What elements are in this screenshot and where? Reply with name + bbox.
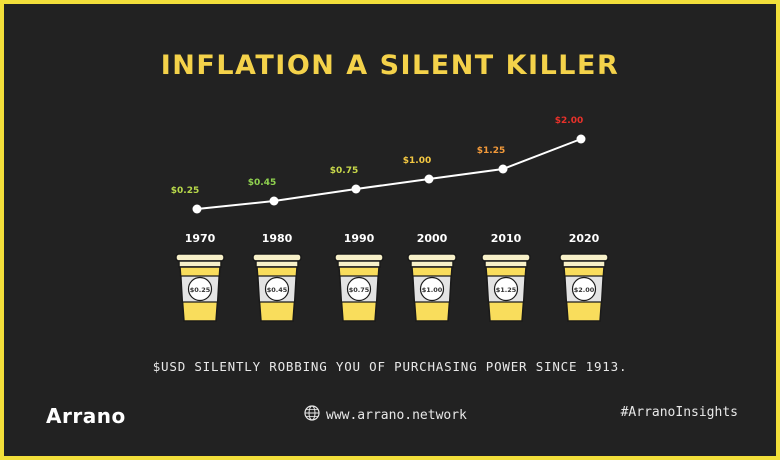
cup-lid [407,253,457,262]
coffee-cup-icon: $0.45 [252,253,302,322]
cup-price-label: $2.00 [574,286,595,294]
data-point [351,184,361,194]
brand-logo: Arrano [46,404,126,428]
data-label: $1.25 [477,146,505,156]
cup-lid [559,253,609,262]
cup-lid-rim [410,260,454,268]
data-point [576,134,586,144]
cup-lid-rim [562,260,606,268]
cup-price-badge [264,276,290,302]
cup-price-badge [493,276,519,302]
hashtag: #ArranoInsights [620,405,738,420]
series-line [196,138,582,210]
cup-lid [252,253,302,262]
data-label: $0.45 [248,178,276,188]
cup-price-label: $0.75 [349,286,370,294]
year-label: 2010 [491,232,522,245]
infographic-frame: INFLATION A SILENT KILLER $0.25 1970 $0.25… [4,4,776,456]
cup-price-badge [419,276,445,302]
website-text: www.arrano.network [326,407,467,423]
cup-price-badge [571,276,597,302]
data-point [192,204,202,214]
data-point [269,196,279,206]
data-label: $1.00 [403,156,431,166]
data-point [498,164,508,174]
coffee-cup-icon: $0.75 [334,253,384,322]
cup-lid-rim [255,260,299,268]
data-label: $2.00 [555,116,583,126]
cup-lid-rim [337,260,381,268]
year-label: 1980 [262,232,293,245]
year-label: 1970 [185,232,216,245]
cup-lid [334,253,384,262]
year-label: 2020 [569,232,600,245]
cup-lid [175,253,225,262]
data-label: $0.75 [330,166,358,176]
year-label: 1990 [344,232,375,245]
coffee-cup-icon: $0.25 [175,253,225,322]
subtitle: $USD SILENTLY ROBBING YOU OF PURCHASING … [152,359,628,374]
coffee-cup-icon: $1.00 [407,253,457,322]
cup-lid-rim [178,260,222,268]
cup-price-badge [187,276,213,302]
cup-lid-rim [484,260,528,268]
price-chart: $0.25 1970 $0.25 $0.45 1980 $0.45 $0.75 1990 $0.… [171,116,609,322]
cup-price-label: $1.00 [422,286,443,294]
website-link[interactable]: www.arrano.network [304,405,467,425]
globe-icon [304,405,320,425]
cup-price-label: $0.25 [190,286,211,294]
year-label: 2000 [417,232,448,245]
data-point [424,174,434,184]
coffee-cup-icon: $1.25 [481,253,531,322]
page-title: INFLATION A SILENT KILLER [160,50,620,81]
cup-price-label: $1.25 [496,286,517,294]
cup-price-badge [346,276,372,302]
cup-price-label: $0.45 [267,286,288,294]
cup-lid [481,253,531,262]
coffee-cup-icon: $2.00 [559,253,609,322]
data-label: $0.25 [171,186,199,196]
